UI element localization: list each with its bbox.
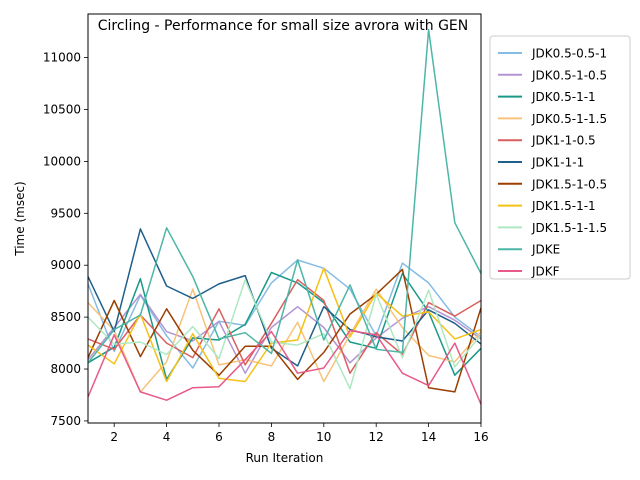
y-tick-label: 8000 <box>50 362 81 376</box>
x-tick-label: 16 <box>473 430 488 444</box>
legend: JDK0.5-0.5-1 JDK0.5-1-0.5 JDK0.5-1-1 JDK0.5… <box>489 35 631 280</box>
legend-box <box>489 35 631 280</box>
y-tick-label: 8500 <box>50 310 81 324</box>
y-tick-label: 10500 <box>43 103 81 117</box>
legend-label: JDK1.5-1-0.5 <box>531 177 607 191</box>
x-tick-label: 14 <box>421 430 436 444</box>
y-tick-label: 11000 <box>43 51 81 65</box>
x-tick-label: 8 <box>268 430 276 444</box>
x-tick-label: 2 <box>110 430 118 444</box>
series-line-8 <box>87 278 482 390</box>
x-tick-label: 6 <box>215 430 223 444</box>
chart-title: Circling - Performance for small size av… <box>98 18 469 34</box>
legend-label: JDK0.5-0.5-1 <box>531 47 607 61</box>
x-tick-label: 12 <box>369 430 384 444</box>
x-tick-label: 4 <box>163 430 171 444</box>
x-axis-label: Run Iteration <box>246 451 324 465</box>
series-line-10 <box>87 329 482 405</box>
legend-label: JDK0.5-1-1 <box>531 90 596 104</box>
y-axis-label: Time (msec) <box>13 181 27 256</box>
legend-label: JDK1.5-1-1 <box>531 199 596 213</box>
y-axis: 7500 8000 8500 9000 9500 10000 10500 11000 <box>43 51 88 428</box>
legend-label: JDKE <box>531 243 560 257</box>
y-tick-label: 7500 <box>50 414 81 428</box>
legend-label: JDK1-1-1 <box>531 156 584 170</box>
y-tick-label: 9000 <box>50 258 81 272</box>
series-line-0 <box>87 259 482 369</box>
x-tick-label: 10 <box>316 430 331 444</box>
y-tick-label: 9500 <box>50 206 81 220</box>
plot-area <box>87 28 482 405</box>
legend-label: JDK1-1-0.5 <box>531 134 596 148</box>
legend-label: JDK1.5-1-1.5 <box>531 221 607 235</box>
legend-label: JDK0.5-1-1.5 <box>531 112 607 126</box>
legend-label: JDK0.5-1-0.5 <box>531 68 607 82</box>
series-line-1 <box>87 293 482 374</box>
series-line-7 <box>87 267 482 383</box>
y-tick-label: 10000 <box>43 154 81 168</box>
axes-frame <box>87 13 482 424</box>
x-axis: 2 4 6 8 10 12 14 16 <box>110 423 489 444</box>
series-line-9 <box>87 28 482 364</box>
series-line-6 <box>87 268 482 393</box>
legend-label: JDKF <box>531 265 560 279</box>
